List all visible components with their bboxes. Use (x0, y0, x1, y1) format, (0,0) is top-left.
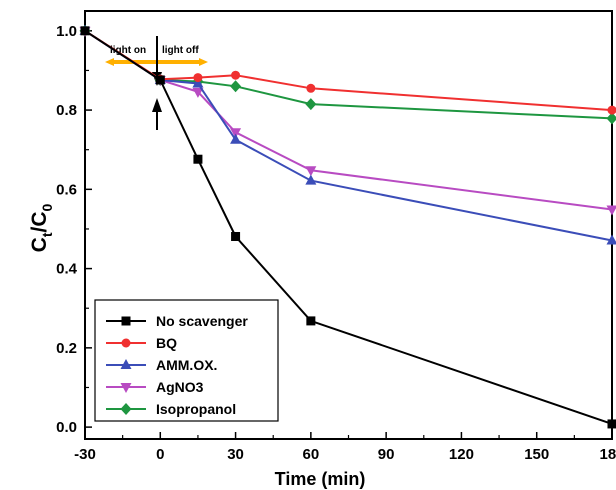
x-tick-label: 30 (227, 446, 244, 463)
data-point (306, 83, 316, 93)
legend-item: Isopropanol (106, 401, 236, 417)
y-axis-title-main: C (28, 237, 51, 252)
data-point (606, 205, 616, 216)
x-tick-label: 120 (449, 446, 474, 463)
legend-label: No scavenger (156, 313, 248, 329)
series-no-scavenger (80, 26, 616, 429)
legend-item: BQ (106, 335, 177, 351)
data-point (192, 77, 204, 88)
data-point (230, 80, 242, 93)
data-point (305, 174, 317, 185)
legend-marker (120, 403, 132, 415)
legend: No scavenger BQ AMM.OX. AgNO3 Isopropanol (94, 299, 279, 422)
legend-label: AgNO3 (156, 379, 204, 395)
data-point (231, 231, 241, 241)
legend-item: AMM.OX. (106, 357, 217, 373)
legend-marker (121, 316, 131, 326)
y-tick-label: 0.4 (56, 261, 78, 278)
light-off-label: light off (162, 45, 199, 56)
light-switch-arrow-up (152, 98, 162, 112)
y-axis-title-slash: /C (28, 211, 51, 232)
series-line (84, 29, 613, 112)
y-tick-label: 0.0 (56, 419, 77, 436)
x-axis-title: Time (min) (275, 469, 366, 489)
x-tick-label: 60 (303, 446, 320, 463)
series-layer (79, 24, 616, 429)
y-tick-label: 1.0 (56, 23, 77, 40)
x-tick-label: 0 (156, 446, 164, 463)
x-tick-label: 150 (524, 446, 549, 463)
data-point (193, 73, 203, 83)
data-point (230, 128, 242, 139)
x-tick-label: -30 (74, 446, 96, 463)
data-point (305, 166, 317, 177)
y-axis-title-sub-0: 0 (39, 203, 55, 211)
series-bq (80, 26, 616, 115)
legend-marker (121, 338, 131, 348)
y-axis-title-sub-t: t (39, 232, 55, 237)
data-point (305, 98, 317, 111)
data-point (192, 87, 204, 98)
data-point (607, 105, 616, 115)
data-point (193, 154, 203, 164)
legend-label: AMM.OX. (156, 357, 217, 373)
y-tick-label: 0.2 (56, 340, 77, 357)
axis-ticks: -30 0 30 60 90 120 150 180 0.0 0.2 0.4 0.6 0.8 1.0 (56, 23, 616, 463)
legend-marker (120, 359, 132, 369)
data-point (606, 234, 616, 245)
legend-marker (120, 383, 132, 393)
data-point (606, 112, 616, 125)
legend-items: No scavenger BQ AMM.OX. AgNO3 Isopropanol (106, 313, 248, 417)
data-point (155, 75, 165, 85)
y-tick-label: 0.6 (56, 181, 77, 198)
data-point (306, 316, 316, 326)
legend-item: AgNO3 (106, 379, 204, 395)
x-tick-label: 90 (378, 446, 395, 463)
y-tick-label: 0.8 (56, 102, 77, 119)
legend-item: No scavenger (106, 313, 248, 329)
x-tick-label: 180 (599, 446, 616, 463)
series-line (84, 29, 613, 425)
light-on-label: light on (110, 45, 146, 56)
light-on-arrow-right (199, 58, 208, 66)
data-point (80, 26, 90, 36)
legend-label: Isopropanol (156, 401, 236, 417)
legend-label: BQ (156, 335, 177, 351)
series-amm-ox- (79, 24, 616, 245)
y-axis-title: Ct/C0 (28, 203, 55, 252)
data-point (230, 133, 242, 144)
light-on-arrow-left (105, 58, 114, 66)
data-point (607, 419, 616, 429)
data-point (231, 70, 241, 80)
series-line (84, 29, 613, 211)
